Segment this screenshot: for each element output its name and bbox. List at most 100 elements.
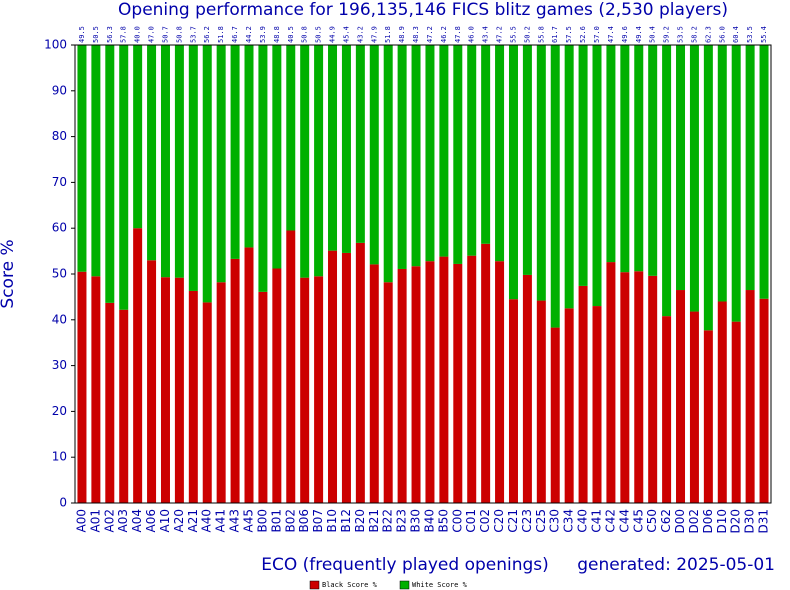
x-tick-label: B07: [311, 509, 325, 533]
bar-segment: [495, 45, 505, 262]
bar-segment: [355, 45, 365, 243]
bar-segment: [133, 228, 143, 503]
data-label: 50.7: [161, 26, 169, 43]
data-label: 48.8: [273, 26, 281, 43]
legend-label: White Score %: [412, 581, 468, 589]
data-label: 53.9: [259, 26, 267, 43]
bar-segment: [300, 277, 310, 503]
x-tick-label: B20: [353, 509, 367, 533]
data-label: 40.0: [134, 26, 142, 43]
data-label: 47.9: [370, 26, 378, 43]
bar-segment: [216, 45, 226, 283]
bar-segment: [328, 250, 338, 503]
annotation: generated: 2025-05-01: [577, 555, 775, 575]
x-tick-label: D00: [673, 509, 687, 534]
x-tick-label: C50: [645, 509, 659, 533]
data-label: 51.8: [217, 26, 225, 43]
bar-segment: [745, 45, 755, 291]
bar-segment: [91, 276, 101, 503]
bar-segment: [467, 255, 477, 503]
legend-swatch: [309, 580, 320, 590]
bar-segment: [606, 45, 616, 263]
x-tick-label: C45: [631, 509, 645, 533]
x-tick-label: A03: [116, 509, 130, 532]
y-tick-label: 90: [52, 83, 67, 97]
y-tick-label: 100: [44, 38, 67, 52]
data-label: 47.8: [454, 26, 462, 43]
bar-segment: [439, 256, 449, 503]
bar-segment: [425, 45, 435, 262]
y-axis-label: Score %: [0, 239, 18, 308]
x-tick-label: C01: [464, 509, 478, 533]
bar-segment: [300, 45, 310, 278]
bar-segment: [77, 271, 87, 503]
x-tick-label: A00: [74, 509, 88, 532]
x-tick-label: B22: [381, 509, 395, 533]
data-label: 62.3: [704, 26, 712, 43]
bar-segment: [105, 302, 115, 503]
data-label: 47.2: [426, 26, 434, 43]
bar-segment: [648, 45, 658, 276]
y-tick-label: 40: [52, 312, 67, 326]
bar-segment: [286, 45, 296, 231]
x-tick-label: D10: [715, 509, 729, 534]
x-tick-label: B06: [297, 509, 311, 533]
x-tick-label: C02: [478, 509, 492, 533]
data-label: 56.0: [718, 26, 726, 43]
bar-segment: [731, 321, 741, 503]
data-label: 50.5: [315, 26, 323, 43]
bar-segment: [133, 45, 143, 229]
data-label: 40.5: [287, 26, 295, 43]
bar-segment: [731, 45, 741, 322]
bar-segment: [676, 45, 686, 291]
bar-segment: [174, 277, 184, 503]
bar-segment: [355, 242, 365, 503]
data-label: 47.2: [496, 26, 504, 43]
bar-segment: [411, 45, 421, 267]
bar-segment: [634, 45, 644, 272]
x-tick-label: A43: [228, 509, 242, 532]
x-tick-label: C44: [617, 509, 631, 533]
data-label: 55.8: [537, 26, 545, 43]
x-tick-label: D06: [701, 509, 715, 534]
y-tick-label: 10: [52, 450, 67, 464]
bar-segment: [425, 261, 435, 503]
bar-segment: [550, 327, 560, 503]
bar-segment: [703, 45, 713, 331]
x-tick-label: B12: [339, 509, 353, 533]
x-axis-label: ECO (frequently played openings): [261, 555, 549, 575]
bar-segment: [717, 45, 727, 302]
data-label: 53.5: [746, 26, 754, 43]
bar-segment: [481, 45, 491, 244]
bar-segment: [258, 45, 268, 292]
bar-segment: [397, 268, 407, 503]
x-tick-label: B50: [436, 509, 450, 533]
x-tick-label: A04: [130, 509, 144, 532]
bar-segment: [522, 274, 532, 503]
data-label: 46.7: [231, 26, 239, 43]
data-label: 43.4: [482, 26, 490, 43]
bar-segment: [272, 45, 282, 269]
bar-segment: [662, 316, 672, 503]
data-label: 50.8: [301, 26, 309, 43]
data-label: 49.5: [78, 26, 86, 43]
bar-segment: [174, 45, 184, 278]
data-label: 50.4: [649, 26, 657, 43]
x-tick-label: D31: [757, 509, 771, 534]
data-label: 47.0: [148, 26, 156, 43]
bar-segment: [536, 300, 546, 503]
data-label: 55.5: [509, 26, 517, 43]
bar-segment: [160, 277, 170, 503]
y-tick-label: 20: [52, 404, 67, 418]
data-label: 50.5: [92, 26, 100, 43]
bar-segment: [634, 271, 644, 503]
data-label: 46.0: [468, 26, 476, 43]
data-label: 59.2: [663, 26, 671, 43]
bar-segment: [230, 45, 240, 259]
bar-segment: [453, 263, 463, 503]
data-label: 55.4: [760, 26, 768, 43]
data-label: 61.7: [551, 26, 559, 43]
bar-segment: [592, 306, 602, 503]
bar-segment: [620, 272, 630, 503]
